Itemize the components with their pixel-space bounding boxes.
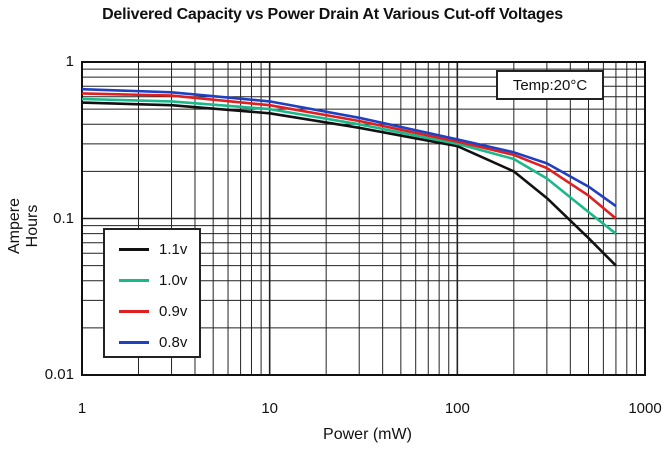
- chart-title: Delivered Capacity vs Power Drain At Var…: [102, 6, 563, 23]
- legend: 1.1v 1.0v 0.9v 0.8v: [103, 228, 201, 358]
- x-tick-label: 1000: [628, 400, 662, 417]
- legend-item: 0.8v: [105, 327, 199, 358]
- legend-label: 0.9v: [159, 303, 188, 320]
- legend-swatch: [119, 341, 149, 344]
- y-tick-label: 0.01: [44, 366, 74, 383]
- x-axis-label: Power (mW): [323, 426, 412, 443]
- legend-swatch: [119, 279, 149, 282]
- series-line-1.0v: [81, 97, 617, 235]
- legend-label: 1.0v: [159, 272, 188, 289]
- legend-item: 0.9v: [105, 296, 199, 327]
- x-tick-label: 10: [261, 400, 278, 417]
- y-tick-label: 1: [65, 53, 74, 70]
- legend-label: 1.1v: [159, 241, 188, 258]
- x-tick-label: 100: [444, 400, 470, 417]
- x-tick-label: 1: [77, 400, 87, 417]
- y-tick-label: 0.1: [53, 209, 74, 227]
- series-line-0.8v: [81, 87, 617, 208]
- legend-item: 1.1v: [105, 234, 199, 265]
- series-line-1.1v: [81, 101, 617, 267]
- legend-item: 1.0v: [105, 265, 199, 296]
- temperature-annotation: Temp:20°C: [496, 70, 604, 100]
- series-line-0.9v: [81, 92, 617, 220]
- plot-frame: [81, 61, 646, 376]
- legend-swatch: [119, 310, 149, 313]
- legend-swatch: [119, 248, 149, 251]
- legend-label: 0.8v: [159, 334, 188, 351]
